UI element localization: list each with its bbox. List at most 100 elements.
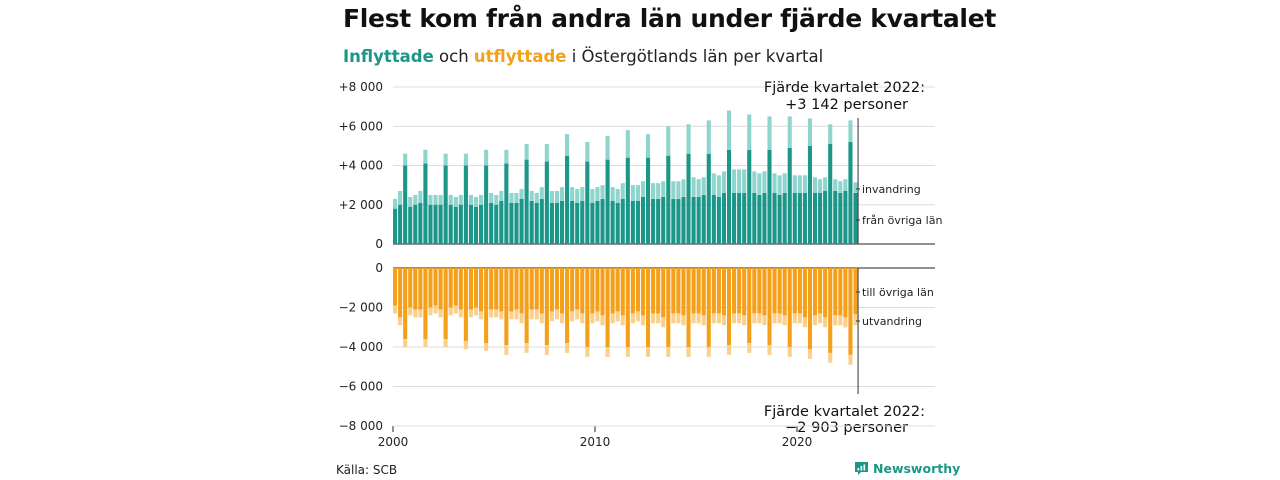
bar-inflow-base — [853, 192, 858, 244]
bar-inflow-base — [716, 196, 721, 244]
bar-inflow-stack — [468, 194, 473, 205]
bar-outflow-base — [676, 268, 681, 314]
bar-inflow-base — [691, 196, 696, 244]
bar-outflow-base — [818, 268, 823, 314]
bar-outflow-stack — [742, 315, 747, 326]
bar-outflow-stack — [726, 345, 732, 355]
bar-inflow-stack — [438, 194, 443, 205]
bar-inflow-stack — [398, 191, 403, 205]
bar-inflow-base — [565, 155, 570, 244]
bar-outflow-stack — [580, 313, 585, 324]
bar-inflow-stack — [484, 149, 489, 166]
bar-outflow-base — [468, 268, 473, 310]
bar-outflow-base — [418, 268, 423, 310]
bar-inflow-base — [651, 198, 656, 244]
bar-outflow-stack — [529, 309, 534, 320]
bar-inflow-stack — [423, 149, 428, 164]
series-label: från övriga län — [862, 214, 942, 227]
bar-outflow-stack — [686, 347, 691, 357]
bar-inflow-base — [671, 198, 676, 244]
bar-outflow-stack — [838, 315, 843, 326]
bar-outflow-base — [484, 268, 489, 344]
bar-outflow-base — [656, 268, 661, 314]
bar-inflow-stack — [823, 177, 828, 192]
bar-outflow-base — [762, 268, 767, 316]
bar-inflow-base — [514, 202, 519, 244]
bar-inflow-base — [686, 153, 691, 244]
bar-inflow-base — [605, 159, 610, 244]
bar-inflow-stack — [428, 194, 433, 205]
bar-outflow-base — [590, 268, 595, 314]
bar-outflow-stack — [549, 311, 554, 322]
bar-inflow-stack — [818, 179, 823, 193]
bar-outflow-base — [514, 268, 519, 310]
bar-inflow-stack — [559, 187, 565, 201]
bar-inflow-stack — [661, 181, 666, 197]
bar-inflow-stack — [853, 182, 858, 193]
bar-inflow-stack — [732, 169, 737, 193]
bar-inflow-stack — [595, 187, 600, 201]
bar-outflow-base — [489, 268, 494, 310]
y-tick-label: +8 000 — [339, 80, 383, 94]
bar-inflow-base — [554, 202, 560, 244]
bar-inflow-stack — [848, 120, 853, 142]
bar-inflow-base — [438, 204, 443, 244]
subtitle-and-word: och — [439, 47, 469, 66]
annotation-value: +3 142 personer — [785, 97, 908, 113]
bar-inflow-stack — [529, 191, 534, 201]
bar-inflow-base — [848, 141, 853, 244]
bar-outflow-stack — [833, 315, 838, 326]
bar-inflow-stack — [453, 196, 458, 207]
bar-inflow-base — [443, 165, 448, 244]
bar-outflow-base — [539, 268, 544, 314]
bar-outflow-base — [494, 268, 499, 310]
chart-subtitle: Inflyttade och utflyttade i Östergötland… — [343, 47, 823, 66]
bar-inflow-base — [676, 198, 681, 244]
bar-outflow-base — [408, 268, 413, 308]
bar-outflow-stack — [600, 315, 605, 326]
bar-inflow-stack — [635, 185, 640, 201]
bar-outflow-base — [747, 268, 752, 344]
bar-outflow-stack — [772, 313, 777, 324]
bar-outflow-base — [681, 268, 686, 316]
bar-outflow-stack — [651, 313, 656, 324]
source-note: Källa: SCB — [336, 463, 398, 477]
bar-inflow-stack — [514, 192, 519, 203]
bar-inflow-base — [823, 191, 828, 244]
brand-logo: Newsworthy — [854, 461, 960, 476]
bar-inflow-base — [625, 157, 630, 244]
bar-inflow-base — [575, 202, 580, 244]
bar-outflow-stack — [747, 343, 752, 353]
bar-inflow-stack — [777, 175, 782, 195]
bar-outflow-stack — [484, 343, 489, 351]
bar-inflow-base — [752, 192, 757, 244]
bar-outflow-base — [504, 268, 509, 346]
bar-outflow-stack — [848, 354, 853, 365]
y-tick-label: −8 000 — [339, 419, 383, 433]
bar-inflow-stack — [585, 141, 590, 162]
bar-outflow-stack — [403, 339, 408, 347]
bar-outflow-stack — [408, 307, 413, 316]
bar-outflow-stack — [494, 309, 499, 318]
bar-inflow-base — [787, 147, 792, 244]
bar-outflow-base — [570, 268, 575, 312]
bar-inflow-stack — [757, 173, 762, 195]
bar-outflow-base — [549, 268, 554, 312]
bar-outflow-base — [403, 268, 408, 340]
bar-inflow-stack — [479, 194, 484, 205]
bar-inflow-stack — [534, 192, 539, 203]
bar-inflow-base — [797, 192, 802, 244]
bar-outflow-base — [772, 268, 777, 314]
bar-inflow-stack — [721, 171, 726, 193]
bar-inflow-base — [762, 192, 767, 244]
bar-outflow-base — [499, 268, 504, 312]
bar-outflow-base — [519, 268, 524, 314]
bar-outflow-stack — [752, 313, 757, 324]
y-tick-label: +6 000 — [339, 119, 383, 133]
bar-inflow-base — [838, 192, 843, 244]
bar-inflow-base — [519, 198, 524, 244]
bar-outflow-base — [620, 268, 625, 316]
bar-outflow-stack — [458, 309, 463, 318]
bar-inflow-stack — [828, 124, 833, 144]
